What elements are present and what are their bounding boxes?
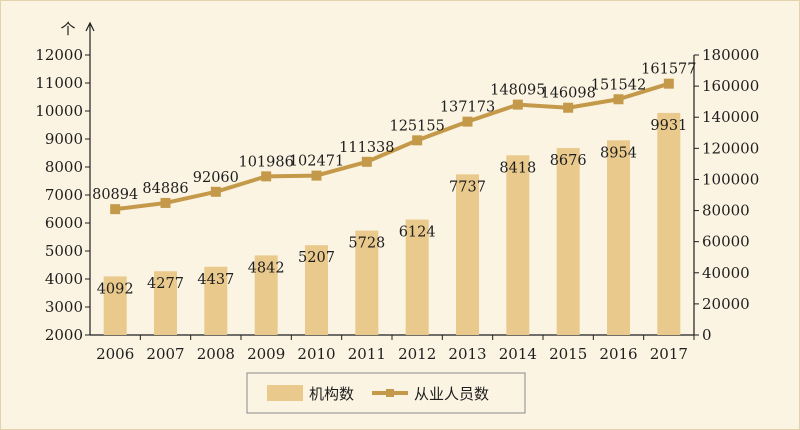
- line-data-label: 137173: [440, 100, 495, 116]
- line-marker: [160, 197, 171, 208]
- line-marker: [361, 156, 372, 167]
- line-marker: [311, 170, 322, 181]
- y-left-tick-label: 11000: [35, 74, 83, 92]
- bar-data-label: 4277: [147, 276, 184, 292]
- y-right-tick-label: 20000: [702, 295, 750, 313]
- y-right-tick-label: 160000: [702, 77, 759, 95]
- y-left-tick-label: 3000: [45, 298, 83, 316]
- line-marker: [462, 116, 473, 127]
- line-data-label: 148095: [490, 83, 545, 99]
- line-data-label: 151542: [591, 77, 646, 93]
- bar: [405, 219, 429, 335]
- line-data-label: 92060: [193, 170, 239, 186]
- line-marker: [663, 78, 674, 89]
- line-data-label: 84886: [142, 181, 188, 197]
- x-tick-label: 2009: [247, 345, 285, 363]
- y-left-tick-label: 4000: [45, 270, 83, 288]
- line-marker: [512, 99, 523, 110]
- line-data-label: 101986: [238, 154, 293, 170]
- y-left-tick-label: 6000: [45, 214, 83, 232]
- line-marker: [412, 135, 423, 146]
- bar-data-label: 6124: [399, 225, 436, 241]
- line-data-label: 161577: [641, 62, 696, 78]
- y-left-tick-label: 2000: [45, 326, 83, 344]
- y-left-tick-label: 9000: [45, 130, 83, 148]
- bar: [204, 266, 228, 335]
- legend-label-line: 从业人员数: [414, 385, 489, 403]
- y-left-tick-label: 8000: [45, 158, 83, 176]
- y-right-tick-label: 180000: [702, 46, 759, 64]
- legend: 机构数 从业人员数: [246, 372, 526, 414]
- y-left-tick-label: 7000: [45, 186, 83, 204]
- bar-data-label: 7737: [449, 179, 486, 195]
- legend-swatch-bars: [267, 385, 303, 401]
- x-tick-label: 2012: [398, 345, 436, 363]
- line-marker: [210, 186, 221, 197]
- line-data-label: 125155: [389, 118, 444, 134]
- bar: [607, 140, 630, 335]
- y-right-tick-label: 0: [702, 326, 712, 344]
- y-left-unit-label: 个: [60, 20, 75, 38]
- legend-box: [246, 372, 526, 414]
- line-data-label: 146098: [540, 86, 595, 102]
- line-marker: [613, 94, 624, 105]
- y-left-tick-label: 10000: [35, 102, 83, 120]
- bar-data-label: 5728: [348, 236, 385, 252]
- y-right-tick-label: 80000: [702, 202, 750, 220]
- bar: [556, 148, 580, 335]
- x-tick-label: 2007: [146, 345, 184, 363]
- bar: [657, 112, 681, 335]
- bar-data-label: 8954: [600, 145, 637, 161]
- bar: [305, 245, 328, 335]
- x-tick-label: 2016: [599, 345, 637, 363]
- bar-data-label: 9931: [650, 118, 687, 134]
- x-tick-label: 2010: [297, 345, 335, 363]
- line-data-label: 80894: [92, 187, 138, 203]
- x-tick-label: 2015: [549, 345, 587, 363]
- bar: [254, 255, 278, 335]
- y-right-tick-label: 40000: [702, 264, 750, 282]
- bar-data-label: 4437: [197, 272, 234, 288]
- line-series-path: [114, 81, 670, 212]
- line-data-label: 102471: [289, 154, 344, 170]
- bar: [506, 155, 530, 335]
- x-tick-label: 2008: [197, 345, 235, 363]
- line-data-label: 111338: [339, 140, 394, 156]
- line-marker: [110, 204, 121, 215]
- legend-label-bars: 机构数: [309, 385, 354, 403]
- bar-data-label: 4842: [248, 260, 285, 276]
- bar: [154, 271, 177, 335]
- x-tick-label: 2014: [499, 345, 537, 363]
- bar-data-label: 8418: [499, 160, 536, 176]
- bar: [456, 174, 479, 335]
- line-marker: [563, 102, 574, 113]
- bar: [103, 276, 127, 335]
- x-tick-label: 2017: [650, 345, 688, 363]
- bar-data-label: 4092: [97, 281, 134, 297]
- bar-data-label: 5207: [298, 250, 335, 266]
- x-tick-label: 2013: [448, 345, 486, 363]
- line-marker: [261, 171, 272, 182]
- x-tick-label: 2006: [96, 345, 134, 363]
- y-right-tick-label: 100000: [702, 170, 759, 188]
- legend-swatch-marker: [386, 389, 394, 397]
- y-left-axis-arrow: [85, 21, 95, 32]
- bar-data-label: 8676: [550, 153, 587, 169]
- y-right-tick-label: 60000: [702, 233, 750, 251]
- x-tick-label: 2011: [348, 345, 386, 363]
- bar: [355, 230, 379, 335]
- y-right-tick-label: 120000: [702, 139, 759, 157]
- y-right-tick-label: 140000: [702, 108, 759, 126]
- y-left-tick-label: 5000: [45, 242, 83, 260]
- y-left-tick-label: 12000: [35, 46, 83, 64]
